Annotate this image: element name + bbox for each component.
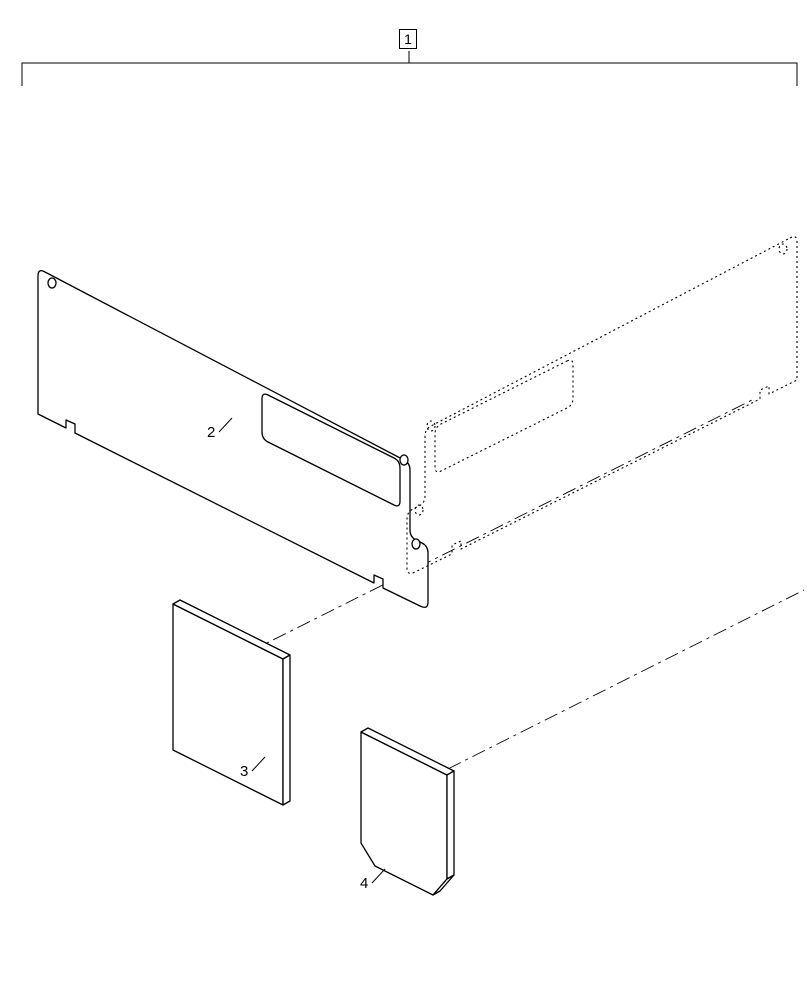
callout-2: 2 <box>207 424 215 441</box>
callout-4-label: 4 <box>360 875 368 892</box>
diagram-svg <box>0 0 812 1000</box>
callout-3: 3 <box>240 763 248 780</box>
part-pad-chamfer <box>361 728 454 895</box>
part-pad-rect <box>173 600 290 805</box>
callout-4: 4 <box>360 875 368 892</box>
callout-2-label: 2 <box>207 424 215 441</box>
part-panel-solid <box>38 271 428 608</box>
callout-1-label: 1 <box>404 31 412 47</box>
callout-3-label: 3 <box>240 763 248 780</box>
callout-1-box: 1 <box>399 29 417 49</box>
diagram-container: 1 2 3 4 <box>0 0 812 1000</box>
part-panel-phantom <box>407 237 797 574</box>
callout-1-bracket <box>22 51 797 86</box>
